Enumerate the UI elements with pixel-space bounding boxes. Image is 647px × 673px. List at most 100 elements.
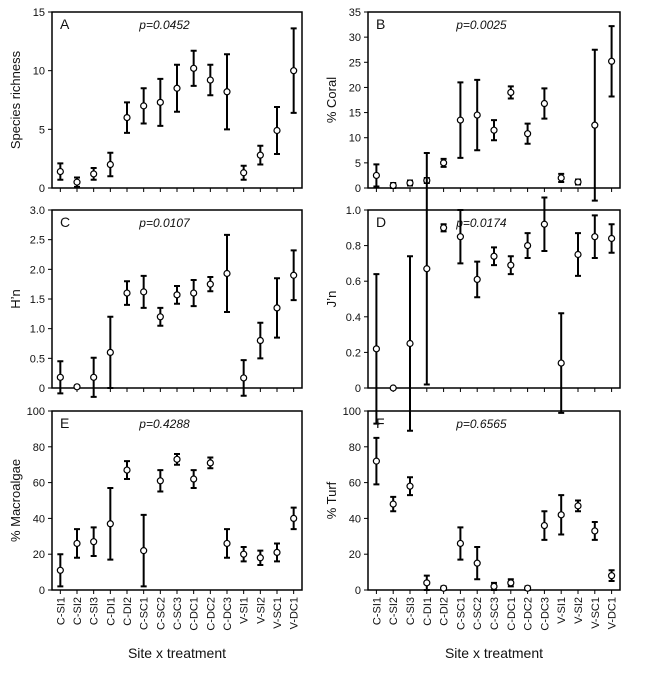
mean-marker: [173, 84, 181, 92]
p-value: p=0.0107: [138, 216, 191, 230]
x-tick-label: V-SI1: [556, 597, 568, 624]
x-tick-label: C-DC2: [523, 597, 535, 631]
mean-marker: [106, 520, 114, 528]
plot-frame: [367, 209, 621, 389]
y-tick-label: 40: [349, 513, 361, 525]
y-axis-label: H’n: [8, 289, 23, 309]
x-tick-label: V-DC1: [607, 597, 619, 629]
mean-marker: [607, 572, 616, 580]
mean-marker: [290, 271, 298, 279]
mean-marker: [206, 459, 214, 467]
x-tick-label: C-SI3: [89, 597, 101, 625]
mean-marker: [440, 224, 448, 232]
mean-marker: [557, 359, 565, 367]
mean-marker: [140, 102, 148, 110]
mean-marker: [56, 167, 64, 176]
y-tick-label: 0.5: [30, 353, 45, 365]
plot-frame: [367, 11, 621, 189]
p-value: p=0.4288: [138, 417, 190, 431]
p-value: p=0.0174: [455, 216, 507, 230]
y-axis-label: % Macroalgae: [8, 459, 23, 542]
mean-marker: [372, 345, 380, 353]
mean-marker: [440, 584, 448, 592]
mean-marker: [406, 482, 414, 490]
y-tick-label: 20: [33, 549, 45, 561]
mean-marker: [507, 88, 515, 97]
x-tick-label: C-DC1: [506, 597, 518, 631]
x-tick-label: V-SI2: [573, 597, 585, 624]
y-tick-label: 15: [349, 108, 361, 120]
mean-marker: [223, 269, 231, 278]
x-tick-label: V-SI2: [255, 597, 267, 624]
mean-marker: [523, 242, 532, 250]
mean-marker: [73, 383, 81, 391]
mean-marker: [456, 233, 464, 241]
mean-marker: [256, 151, 264, 159]
x-tick-label: C-DC3: [222, 597, 234, 631]
mean-marker: [156, 313, 164, 321]
mean-marker: [540, 99, 549, 108]
x-tick-label: C-DC2: [205, 597, 217, 631]
x-tick-label: C-DI1: [105, 597, 117, 626]
y-tick-label: 80: [349, 442, 361, 454]
y-tick-label: 20: [349, 549, 361, 561]
mean-marker: [56, 566, 64, 574]
y-tick-label: 0: [355, 183, 361, 195]
mean-marker: [490, 582, 498, 591]
mean-marker: [456, 116, 464, 124]
mean-marker: [557, 511, 565, 519]
mean-marker: [473, 111, 481, 119]
mean-marker: [456, 539, 464, 548]
y-axis-label: % Turf: [324, 481, 339, 519]
mean-marker: [507, 261, 515, 269]
y-tick-label: 2.5: [30, 235, 45, 247]
mean-marker: [607, 234, 616, 243]
mean-marker: [523, 130, 532, 138]
y-tick-label: 25: [349, 57, 361, 69]
y-tick-label: 0: [39, 183, 45, 195]
mean-marker: [372, 171, 380, 180]
x-tick-label: C-SI1: [55, 597, 67, 625]
mean-marker: [90, 373, 98, 381]
y-tick-label: 80: [33, 442, 45, 454]
y-axis-label: J’n: [324, 291, 339, 308]
x-axis-label: Site x treatment: [445, 645, 543, 661]
y-tick-label: 0.8: [346, 241, 361, 253]
plot-frame: [51, 410, 303, 591]
y-tick-label: 60: [33, 478, 45, 490]
y-tick-label: 10: [349, 133, 361, 145]
panel-letter: B: [376, 16, 385, 32]
panel-letter: A: [60, 16, 70, 32]
mean-marker: [273, 304, 281, 312]
y-tick-label: 0.6: [346, 276, 361, 288]
y-tick-label: 0: [39, 383, 45, 395]
y-tick-label: 0: [355, 383, 361, 395]
mean-marker: [473, 275, 481, 284]
mean-marker: [106, 348, 114, 356]
y-tick-label: 40: [33, 513, 45, 525]
mean-marker: [123, 289, 131, 297]
y-tick-label: 0: [355, 585, 361, 597]
mean-marker: [523, 584, 532, 592]
mean-marker: [90, 538, 98, 546]
x-tick-label: C-SC1: [455, 597, 467, 630]
x-tick-label: C-DI2: [439, 597, 451, 626]
mean-marker: [156, 98, 164, 106]
x-tick-label: C-SC2: [155, 597, 167, 630]
mean-marker: [73, 539, 81, 548]
mean-marker: [156, 477, 164, 485]
mean-marker: [423, 579, 431, 587]
panel-letter: D: [376, 214, 386, 230]
x-tick-label: C-DC3: [539, 597, 551, 631]
mean-marker: [406, 339, 414, 348]
y-tick-label: 30: [349, 32, 361, 44]
mean-marker: [389, 181, 397, 190]
mean-marker: [290, 67, 298, 75]
mean-marker: [173, 291, 181, 299]
mean-marker: [56, 373, 64, 381]
mean-marker: [591, 121, 599, 129]
mean-marker: [240, 374, 248, 382]
y-tick-label: 5: [39, 124, 45, 136]
mean-marker: [273, 126, 281, 135]
